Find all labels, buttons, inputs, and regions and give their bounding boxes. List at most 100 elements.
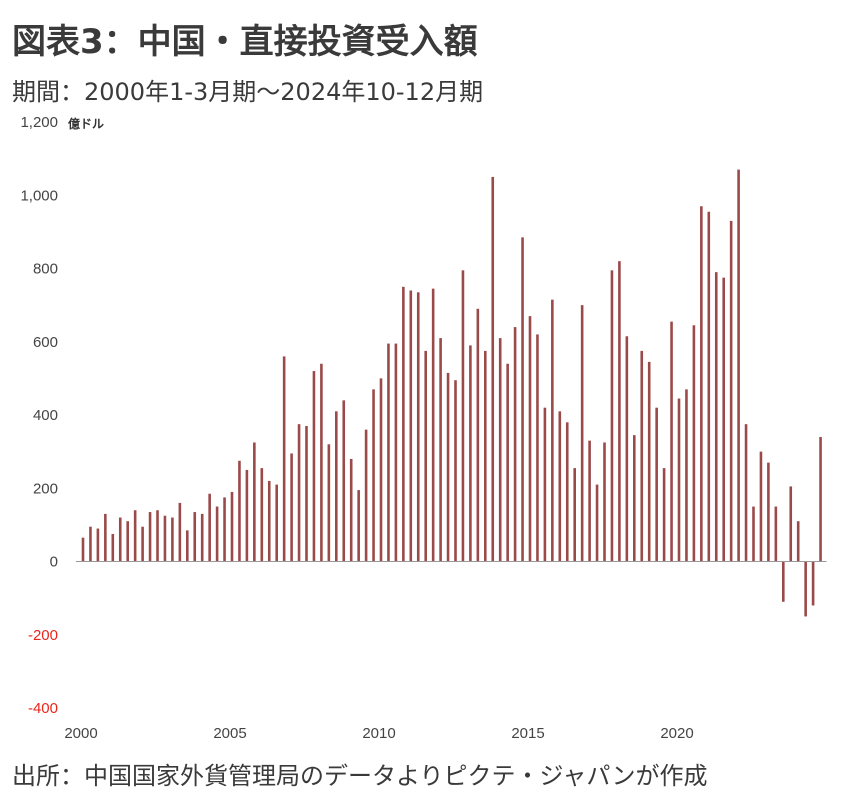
bar	[774, 506, 778, 562]
bar	[670, 321, 673, 562]
bar	[521, 237, 524, 562]
bar	[89, 526, 92, 562]
x-tick-label: 2000	[64, 725, 97, 742]
bar	[737, 169, 740, 562]
bar	[238, 460, 241, 562]
bar	[260, 468, 264, 562]
bar	[275, 484, 278, 562]
chart-subtitle: 期間：2000年1-3月期～2024年10-12月期	[12, 78, 484, 106]
bar	[379, 378, 383, 562]
bar	[498, 338, 502, 562]
bar	[364, 429, 368, 562]
bar	[431, 288, 435, 562]
bar	[327, 444, 331, 562]
bar	[186, 530, 189, 562]
bar	[610, 270, 614, 562]
bar	[372, 389, 375, 562]
bar	[588, 440, 591, 562]
bar	[692, 325, 696, 562]
bar	[714, 272, 718, 562]
bar	[81, 537, 85, 562]
bar	[729, 220, 733, 562]
y-tick-label: -200	[28, 627, 58, 644]
bar	[342, 400, 346, 562]
bar	[573, 468, 576, 562]
bar	[469, 345, 472, 562]
bar	[528, 316, 532, 562]
bar	[148, 512, 152, 562]
x-tick-label: 2015	[511, 725, 544, 742]
bar	[230, 491, 234, 562]
bar	[484, 350, 487, 562]
y-tick-label: 200	[33, 480, 58, 497]
bar	[416, 292, 420, 562]
y-tick-label: -400	[28, 700, 58, 717]
bar	[200, 513, 204, 562]
bar	[551, 299, 554, 562]
bar	[193, 512, 197, 562]
bar	[819, 436, 822, 562]
bar	[618, 261, 621, 562]
bar	[282, 356, 286, 562]
bar	[409, 290, 413, 562]
bar	[141, 526, 144, 562]
bar	[707, 211, 711, 562]
bar	[133, 510, 137, 562]
bar	[558, 411, 562, 562]
bar	[811, 561, 815, 606]
bar	[476, 308, 480, 562]
bar	[685, 389, 688, 562]
bar	[640, 350, 644, 562]
bar	[387, 343, 390, 562]
chart-title: 図表3：中国・直接投資受入額	[12, 22, 478, 62]
bar	[677, 398, 681, 562]
bar	[700, 206, 703, 562]
bar	[245, 469, 249, 562]
bar	[454, 380, 457, 562]
bar	[171, 517, 174, 562]
bar	[297, 424, 301, 562]
source-note: 出所：中国国家外貨管理局のデータよりピクテ・ジャパンが作成	[12, 762, 708, 790]
bar	[506, 363, 509, 562]
bar	[536, 334, 539, 562]
bar	[349, 458, 353, 562]
bar	[789, 486, 793, 562]
x-tick-label: 2020	[660, 725, 693, 742]
y-tick-label: 1,200	[20, 114, 58, 131]
bar	[402, 286, 405, 562]
bar	[312, 371, 316, 562]
bar	[335, 411, 338, 562]
bar	[253, 442, 256, 562]
bar	[633, 435, 636, 562]
bar	[491, 176, 495, 562]
bar	[163, 515, 167, 562]
bar	[767, 462, 770, 562]
y-tick-label: 1,000	[20, 187, 58, 204]
y-tick-label: 0	[50, 554, 58, 571]
bar	[752, 506, 755, 562]
bar-series	[81, 169, 822, 617]
bar	[662, 468, 666, 562]
bar	[156, 510, 159, 562]
bar	[513, 327, 517, 562]
y-tick-label: 600	[33, 334, 58, 351]
bar	[722, 277, 725, 562]
bar	[111, 534, 115, 562]
y-axis-ticks: 1,200 1,000 800 600 400 200 0 -200 -400	[20, 114, 58, 717]
bar	[357, 490, 360, 562]
bar	[320, 363, 323, 562]
bar	[223, 497, 226, 562]
bar	[118, 517, 122, 562]
bar	[655, 407, 658, 562]
x-axis-ticks: 2000 2005 2010 2015 2020	[64, 725, 693, 742]
bar	[215, 506, 219, 562]
bar	[744, 424, 748, 562]
bar	[759, 451, 763, 562]
bar	[461, 270, 465, 562]
bar	[178, 502, 182, 562]
bar	[580, 305, 584, 562]
bar	[804, 561, 807, 617]
bar	[625, 336, 629, 562]
y-axis-unit-label: 億ドル	[68, 117, 105, 131]
